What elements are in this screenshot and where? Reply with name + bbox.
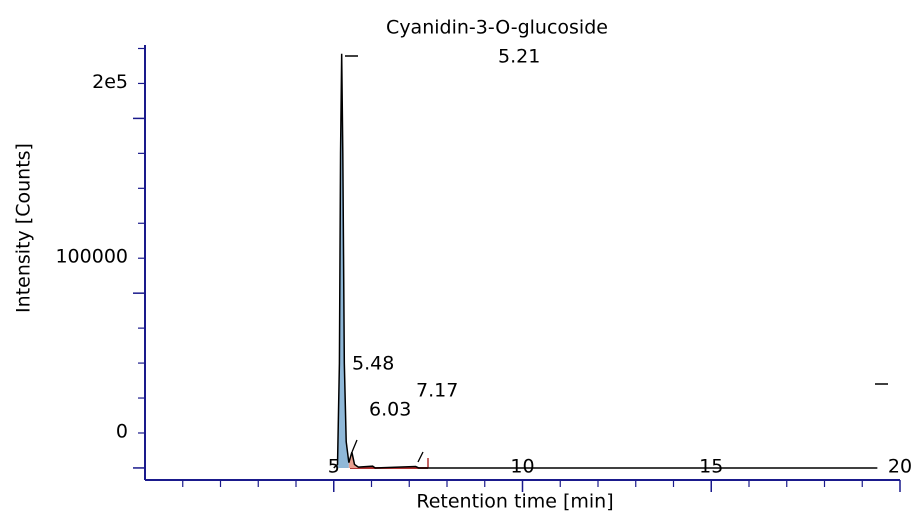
peak-tick [417,451,424,463]
peak-label: 5.21 [498,46,540,68]
peak-tick [351,439,358,453]
x-tick-label: 5 [328,456,340,478]
x-tick-label: 10 [510,456,534,478]
trace-line [333,53,878,469]
peak-label: 5.48 [352,353,394,375]
x-axis-label: Retention time [min] [416,491,613,513]
x-tick-label: 15 [699,456,723,478]
peak-label: 7.17 [416,380,458,402]
peak-label: 6.03 [369,399,411,421]
y-tick-label: 100000 [55,246,128,268]
y-axis-label: Intensity [Counts] [13,143,35,313]
y-tick-label: 0 [116,420,128,442]
x-tick-label: 20 [888,456,912,478]
y-tick-label: 2e5 [92,71,128,93]
chart-title: Cyanidin-3-O-glucoside [386,17,608,39]
